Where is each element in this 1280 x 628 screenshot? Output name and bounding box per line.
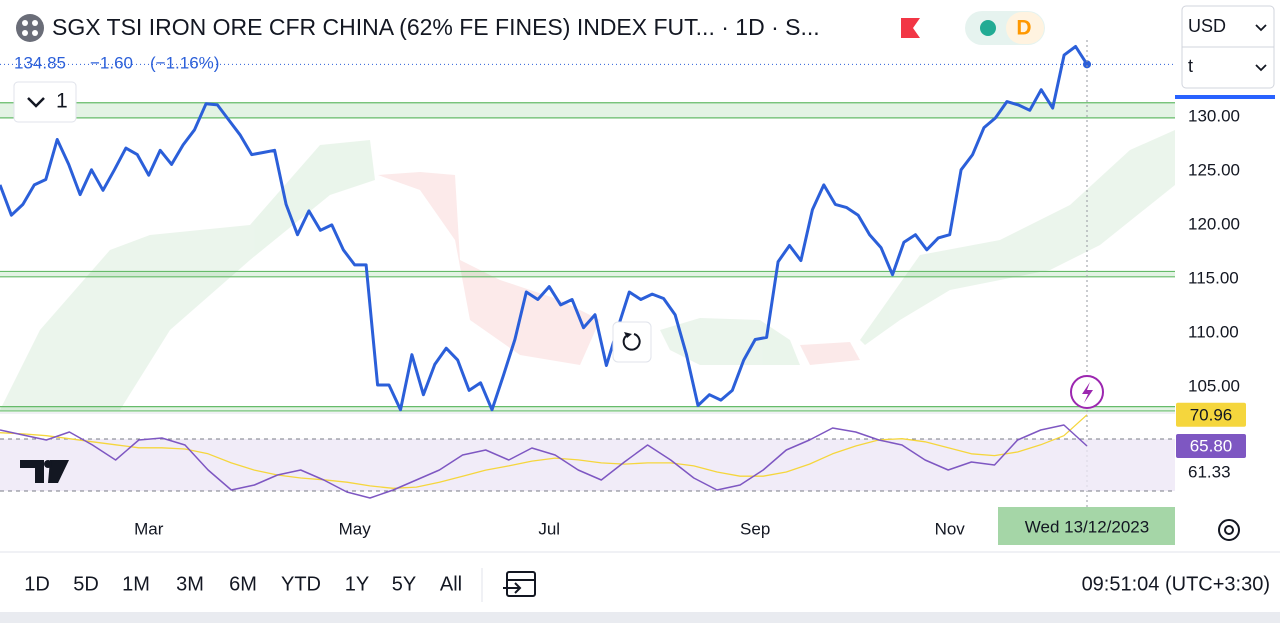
price-change: −1.60	[90, 53, 133, 72]
level-zone	[0, 102, 1175, 118]
y-tick-label: 130.00	[1188, 106, 1240, 125]
x-tick-label: May	[339, 519, 372, 538]
logo-dot	[44, 460, 52, 468]
range-button[interactable]: 3M	[176, 573, 204, 595]
delay-badge-bg	[1006, 12, 1044, 44]
crosshair-date-box	[998, 507, 1175, 545]
range-button[interactable]: 1M	[122, 573, 150, 595]
y-tick-label: 105.00	[1188, 377, 1240, 396]
currency-select[interactable]: USD	[1188, 16, 1226, 36]
level-zone	[0, 406, 1175, 411]
rsi-tick-label: 61.33	[1188, 462, 1231, 481]
market-status-dot	[980, 20, 996, 36]
plot-area: 130.00 125.00 120.00 115.00 110.00 105.00 Mar M…	[0, 40, 1240, 538]
flag-icon[interactable]	[901, 18, 920, 38]
symbol-title: SGX TSI IRON ORE CFR CHINA (62% FE FINES…	[52, 14, 820, 40]
reset-icon	[622, 333, 641, 351]
range-button[interactable]: 5D	[73, 573, 99, 595]
series-line	[0, 414, 1088, 489]
range-button[interactable]: All	[440, 573, 462, 595]
scale-highlight	[1175, 95, 1275, 99]
range-button[interactable]: 1Y	[345, 573, 369, 595]
delay-badge: D	[1016, 17, 1031, 40]
y-tick-label: 110.00	[1188, 323, 1239, 342]
rsi-band	[0, 438, 1175, 491]
rsi-value-box	[1176, 402, 1246, 427]
logo	[20, 460, 69, 483]
indicator-count: 1	[56, 90, 68, 113]
y-tick-label: 115.00	[1188, 268, 1239, 287]
last-point	[1083, 60, 1091, 69]
range-button[interactable]: 5Y	[392, 573, 416, 595]
bolt-icon	[1082, 382, 1093, 403]
level-zone	[0, 271, 1175, 277]
select-chevrons	[1255, 24, 1267, 72]
range-button[interactable]: 1D	[24, 573, 50, 595]
reset-button[interactable]	[612, 321, 652, 363]
rsi-value-label: 70.96	[1190, 405, 1233, 424]
chevron	[27, 97, 45, 108]
unit-select[interactable]: t	[1188, 56, 1193, 76]
crosshair-date: Wed 13/12/2023	[1025, 517, 1149, 536]
x-tick-label: Mar	[134, 519, 164, 538]
range-button[interactable]: YTD	[281, 573, 321, 595]
last-price: 134.85	[14, 53, 66, 72]
clock: 09:51:04 (UTC+3:30)	[1082, 573, 1270, 595]
rsi-value-label: 65.80	[1190, 436, 1233, 455]
symbol-icon	[16, 14, 44, 42]
price-change-pct: (−1.16%)	[150, 53, 219, 72]
x-tick-label: Sep	[740, 519, 770, 538]
range-button[interactable]: 6M	[229, 573, 257, 595]
y-tick-label: 120.00	[1188, 214, 1240, 233]
compare-icon[interactable]	[503, 571, 536, 597]
settings-gear[interactable]	[1218, 519, 1240, 541]
series-line	[0, 424, 1088, 499]
cloud	[0, 130, 1175, 410]
bottom-strip	[0, 612, 1280, 623]
rsi-value-box	[1176, 433, 1246, 458]
indicator-toggle[interactable]	[13, 81, 77, 123]
series-line	[0, 45, 1089, 412]
reset-arrow	[624, 332, 632, 338]
x-tick-label: Nov	[935, 519, 966, 538]
y-tick-label: 125.00	[1188, 160, 1240, 179]
x-tick-label: Jul	[538, 519, 560, 538]
